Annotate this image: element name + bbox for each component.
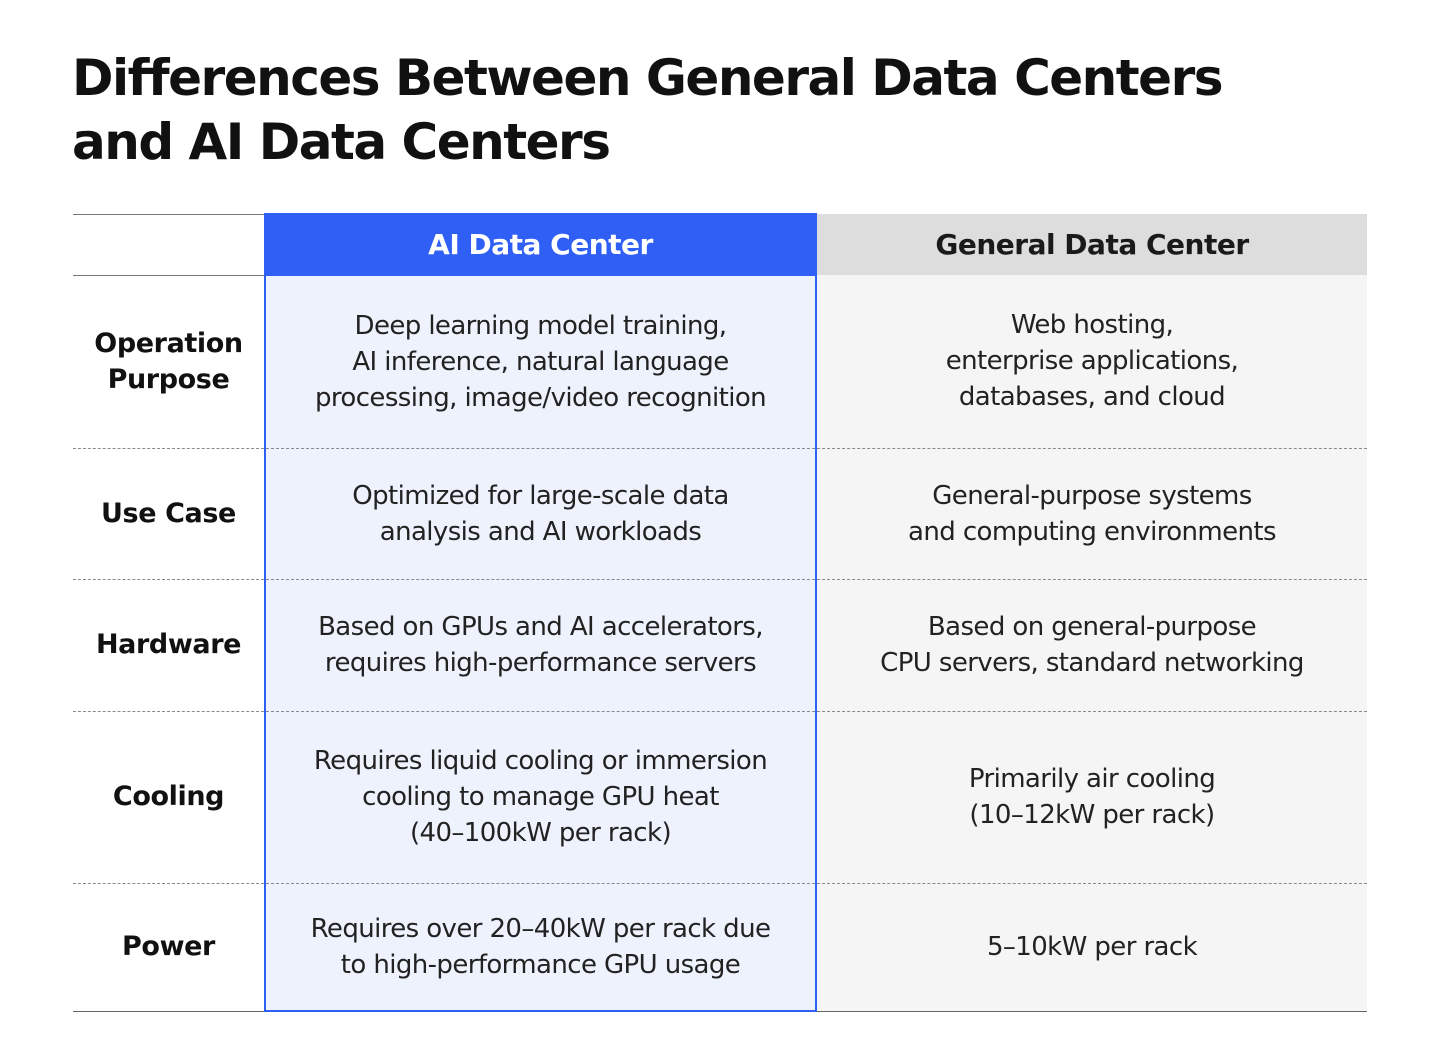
general-cell-hardware: Based on general-purpose CPU servers, st… <box>816 578 1367 711</box>
table-row: Operation Purpose Deep learning model tr… <box>73 275 1367 448</box>
row-label-power: Power <box>73 882 265 1012</box>
table-header-row: AI Data Center General Data Center <box>73 213 1367 276</box>
page-title: Differences Between General Data Centers… <box>72 46 1372 174</box>
row-label-operation-purpose: Operation Purpose <box>73 275 265 448</box>
page-title-line-1: Differences Between General Data Centers <box>72 49 1224 107</box>
ai-cell-operation-purpose: Deep learning model training, AI inferen… <box>264 275 817 448</box>
general-cell-operation-purpose: Web hosting, enterprise applications, da… <box>816 275 1367 448</box>
column-header-ai-data-center: AI Data Center <box>264 213 817 276</box>
ai-cell-use-case: Optimized for large-scale data analysis … <box>264 447 817 579</box>
table-row: Hardware Based on GPUs and AI accelerato… <box>73 578 1367 711</box>
column-header-general-data-center: General Data Center <box>816 214 1367 275</box>
general-cell-power: 5–10kW per rack <box>816 882 1367 1012</box>
row-label-cooling: Cooling <box>73 710 265 883</box>
general-cell-cooling: Primarily air cooling (10–12kW per rack) <box>816 710 1367 883</box>
ai-cell-hardware: Based on GPUs and AI accelerators, requi… <box>264 578 817 711</box>
comparison-table: AI Data Center General Data Center Opera… <box>73 213 1367 1012</box>
general-cell-use-case: General-purpose systems and computing en… <box>816 447 1367 579</box>
row-label-hardware: Hardware <box>73 578 265 711</box>
table-row: Power Requires over 20–40kW per rack due… <box>73 882 1367 1012</box>
ai-cell-power: Requires over 20–40kW per rack due to hi… <box>264 882 817 1012</box>
table-row: Use Case Optimized for large-scale data … <box>73 447 1367 579</box>
row-label-use-case: Use Case <box>73 447 265 579</box>
page-title-line-2: and AI Data Centers <box>72 113 611 171</box>
header-empty-cell <box>73 213 265 276</box>
ai-cell-cooling: Requires liquid cooling or immersion coo… <box>264 710 817 883</box>
table-row: Cooling Requires liquid cooling or immer… <box>73 710 1367 883</box>
